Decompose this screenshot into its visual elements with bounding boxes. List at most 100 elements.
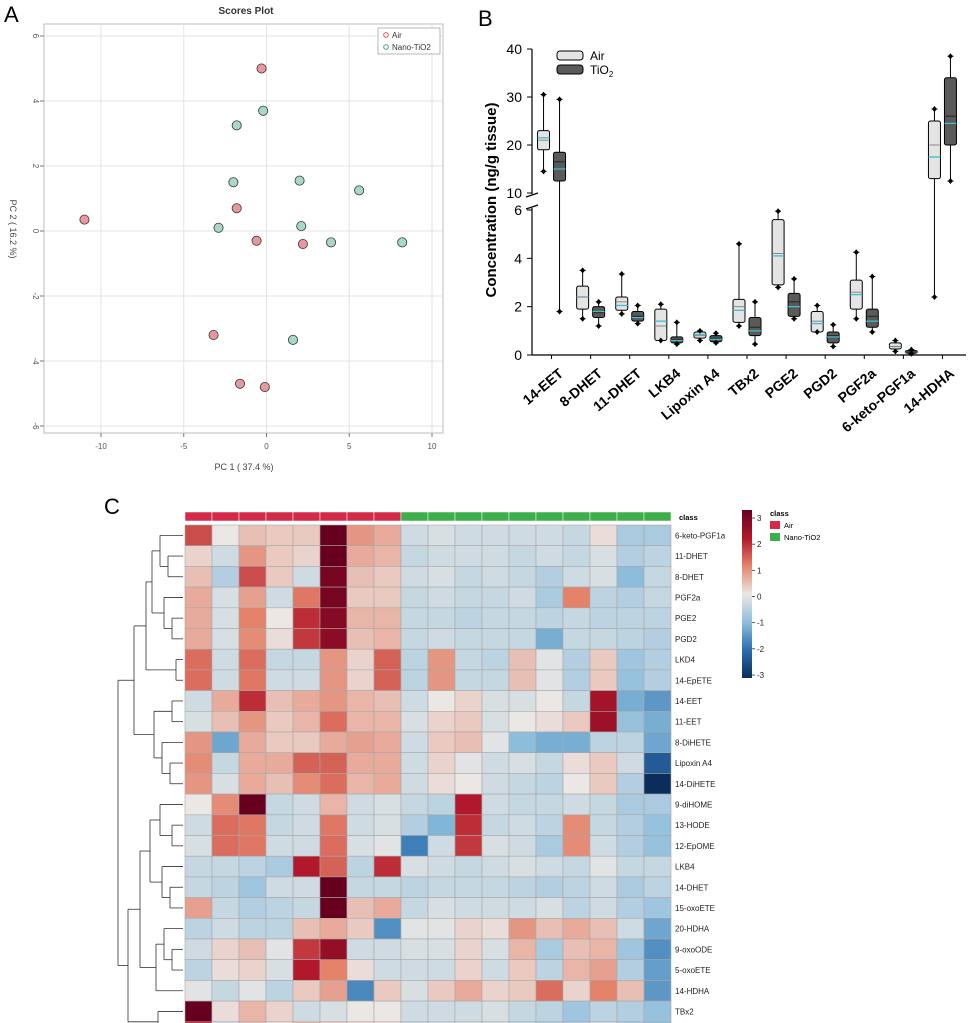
boxplot-box-air	[771, 219, 785, 286]
heatmap-class-cell	[535, 511, 564, 522]
boxplot-y-tick-label: 0	[514, 347, 522, 363]
boxplot-box-tio2-max-marker	[830, 321, 836, 328]
boxplot-box-tio2	[865, 308, 879, 328]
heatmap-cell	[346, 793, 375, 816]
heatmap-cell	[535, 980, 564, 1002]
pca-point-nano-tio2	[397, 237, 408, 248]
heatmap-cell	[454, 1021, 483, 1023]
heatmap-cell	[319, 917, 348, 940]
boxplot-y-tick-label: 6	[514, 202, 522, 218]
heatmap-cell	[481, 566, 510, 588]
heatmap-cell	[238, 710, 267, 733]
heatmap-cell	[427, 773, 456, 795]
heatmap-cell	[184, 876, 213, 898]
heatmap-cell	[508, 545, 537, 567]
heatmap-cell	[508, 669, 537, 691]
heatmap-cell	[319, 648, 348, 671]
heatmap-cell	[373, 814, 402, 836]
heatmap-cell	[238, 897, 267, 919]
heatmap-cell	[346, 545, 375, 567]
pca-y-tick-label: -2	[31, 292, 40, 300]
heatmap-cell	[589, 855, 618, 878]
pca-point-nano-tio2	[287, 334, 298, 345]
heatmap-cell	[184, 710, 213, 733]
heatmap-row-label: LKD4	[675, 656, 696, 665]
heatmap-cell	[589, 690, 618, 712]
heatmap-cell	[481, 607, 510, 629]
heatmap-cell	[265, 669, 294, 691]
heatmap-cell	[292, 814, 321, 836]
heatmap-cell	[481, 648, 510, 671]
heatmap-row-label: 5-oxoETE	[675, 966, 711, 975]
heatmap-cell	[616, 545, 645, 567]
pca-point-air	[235, 378, 246, 389]
heatmap-cell	[292, 773, 321, 795]
boxplot-box-tio2-min-marker	[830, 343, 836, 350]
heatmap-cell	[373, 1021, 402, 1023]
heatmap-cell	[238, 980, 267, 1002]
boxplot-category-label: PGE2	[762, 365, 801, 401]
heatmap-cell	[319, 628, 348, 650]
heatmap-cell	[562, 814, 591, 836]
heatmap-cell	[400, 938, 429, 961]
boxplot-box-air-max-marker	[814, 302, 820, 309]
heatmap-cell	[211, 773, 240, 795]
pca-tick-labels: -10 -5 0 5 10 -6 -4 -2 0 2 4 6	[31, 34, 437, 451]
boxplot-box-air-min-marker	[580, 315, 586, 322]
boxplot-box-tio2-min-marker	[947, 178, 953, 184]
heatmap-cell	[589, 1021, 618, 1023]
heatmap-cell	[400, 586, 429, 609]
heatmap-cell	[616, 773, 645, 795]
heatmap-cell	[292, 897, 321, 919]
heatmap-cell	[265, 814, 294, 836]
heatmap-cell	[481, 1021, 510, 1023]
heatmap-cell	[589, 980, 618, 1002]
heatmap-cell	[427, 793, 456, 816]
heatmap-cell	[427, 545, 456, 567]
heatmap: 6-keto-PGF1a 11-DHET 8-DHET PGF2a PGE2 PGD2 LK…	[117, 509, 820, 1023]
heatmap-cell	[562, 959, 591, 981]
heatmap-cell	[265, 897, 294, 919]
heatmap-cell	[427, 648, 456, 671]
heatmap-cell	[265, 752, 294, 774]
heatmap-cell	[346, 607, 375, 629]
pca-point-nano-tio2	[354, 185, 365, 196]
boxplot-box-tio2-min-marker	[791, 315, 797, 322]
heatmap-cell	[481, 752, 510, 774]
heatmap-cell	[643, 959, 672, 981]
heatmap-cell	[643, 690, 672, 712]
heatmap-cell	[589, 710, 618, 733]
heatmap-cell	[184, 855, 213, 878]
heatmap-cell	[319, 731, 348, 754]
heatmap-cell	[481, 980, 510, 1002]
heatmap-cell	[643, 586, 672, 609]
heatmap-cell	[373, 710, 402, 733]
heatmap-cell	[589, 793, 618, 816]
heatmap-cell	[400, 835, 429, 857]
boxplot-box-tio2	[553, 151, 567, 182]
boxplot-box-air	[810, 311, 824, 333]
heatmap-cell	[292, 938, 321, 961]
heatmap-cell	[616, 690, 645, 712]
heatmap-cell	[373, 628, 402, 650]
heatmap-cell	[535, 752, 564, 774]
heatmap-cell	[535, 938, 564, 961]
heatmap-cell	[562, 690, 591, 712]
heatmap-row-label: 8-DiHETE	[675, 738, 711, 747]
heatmap-cell	[616, 835, 645, 857]
pca-point-nano-tio2	[228, 177, 239, 188]
heatmap-cell	[265, 524, 294, 547]
heatmap-cell	[373, 938, 402, 961]
heatmap-cell	[589, 752, 618, 774]
heatmap-cell	[238, 545, 267, 567]
heatmap-class-cell	[211, 511, 240, 522]
heatmap-cell	[400, 566, 429, 588]
pca-legend-air-label: Air	[392, 31, 402, 40]
heatmap-cell	[265, 607, 294, 629]
heatmap-cell	[373, 731, 402, 754]
heatmap-cell	[211, 835, 240, 857]
heatmap-cell	[562, 876, 591, 898]
boxplot-y-axis-label: Concentration (ng/g tissue)	[483, 102, 500, 297]
heatmap-cell	[265, 959, 294, 981]
heatmap-cell	[454, 545, 483, 567]
